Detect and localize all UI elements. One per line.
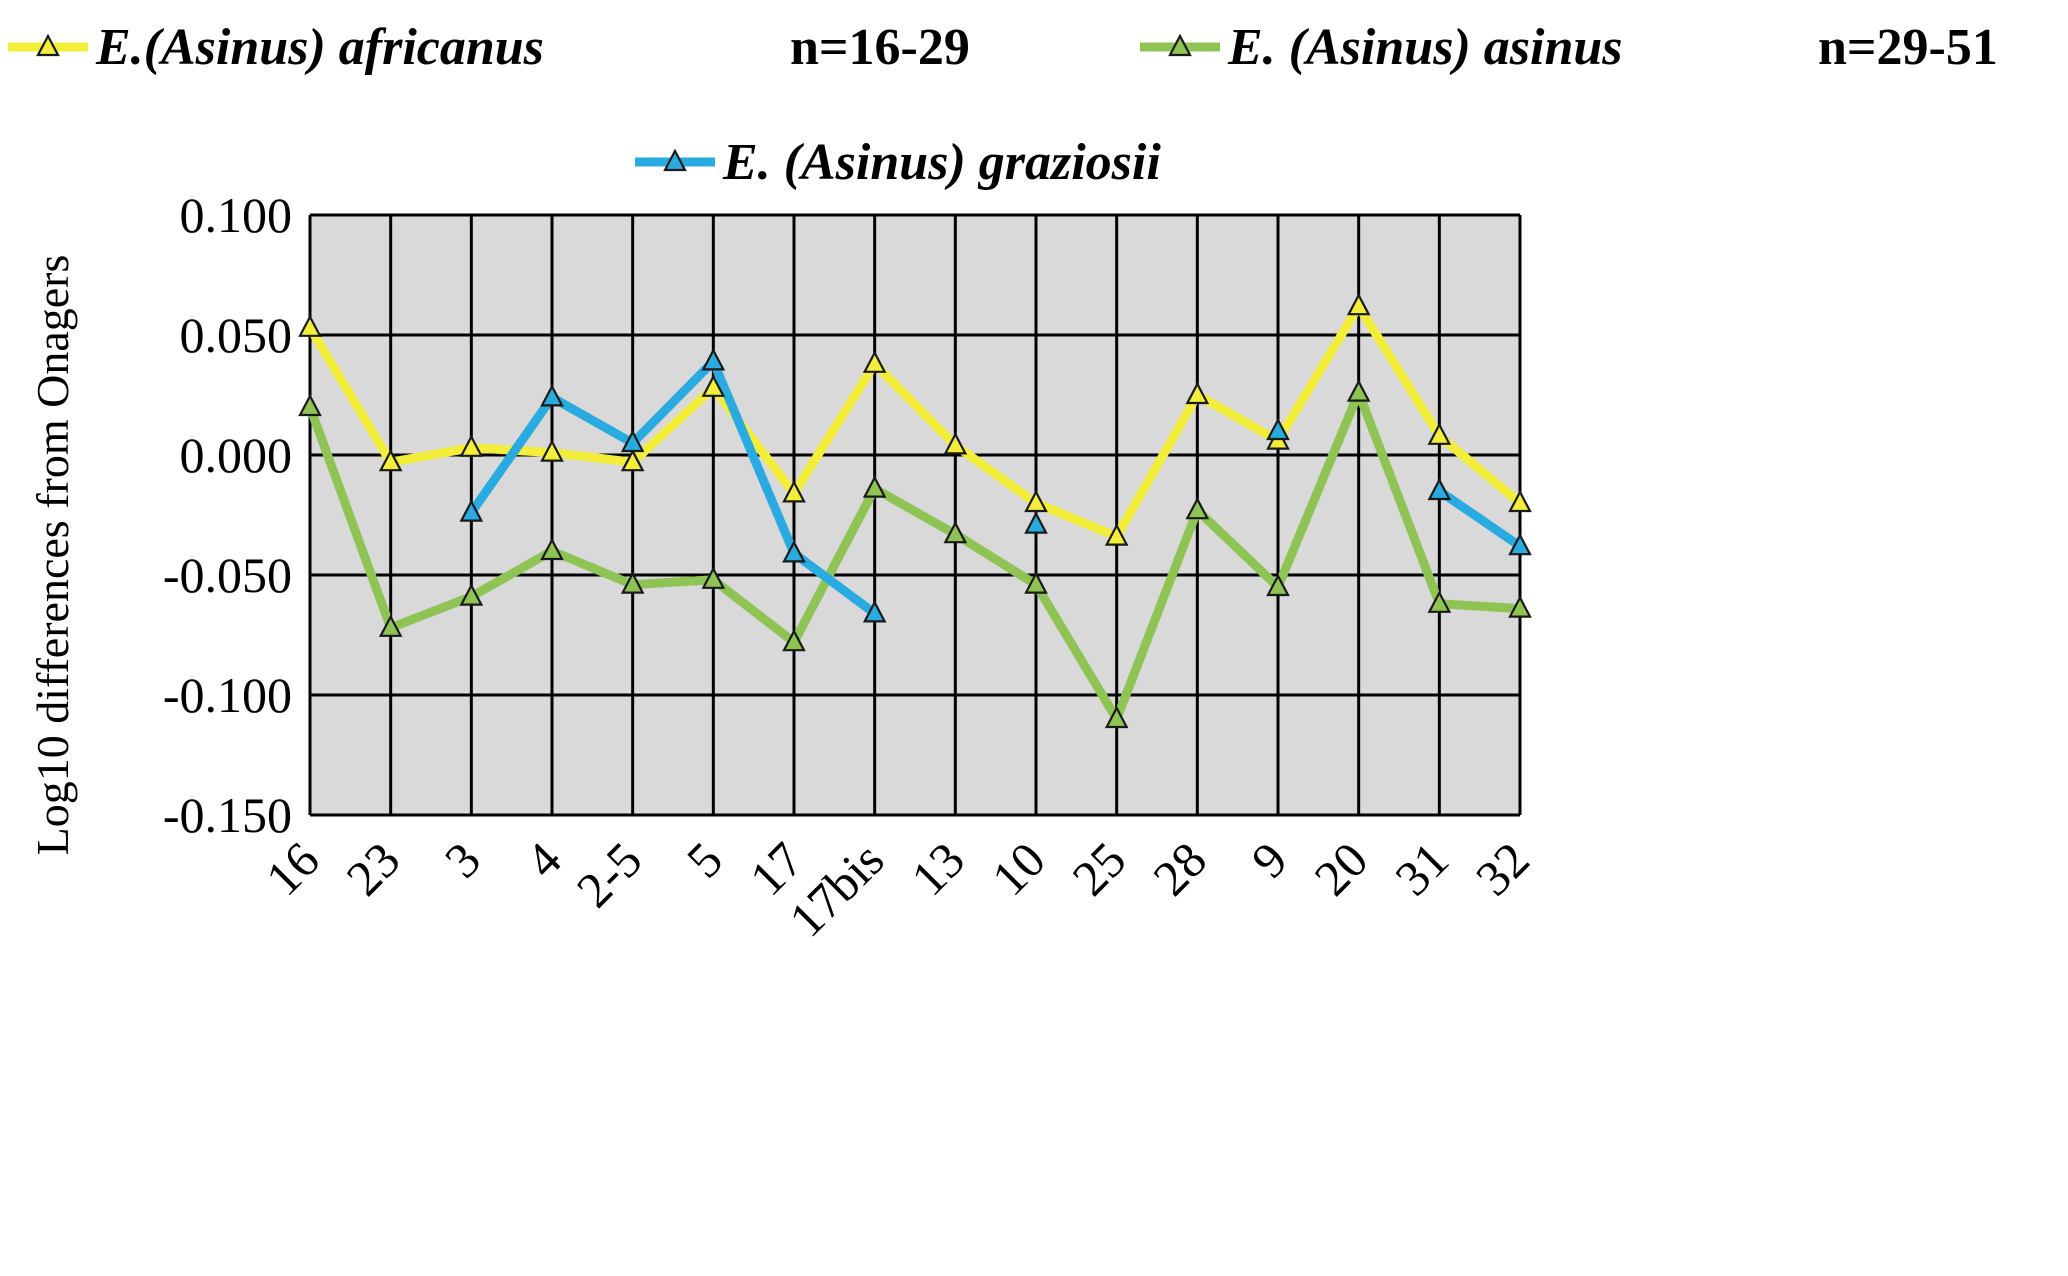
y-tick-label: 0.000 bbox=[180, 427, 293, 483]
x-tick-label: 28 bbox=[1142, 831, 1217, 906]
series-line bbox=[466, 356, 880, 618]
y-tick-label: -0.150 bbox=[163, 787, 292, 843]
data-point bbox=[1024, 571, 1048, 594]
data-point bbox=[540, 537, 564, 561]
data-point bbox=[943, 432, 968, 455]
data-point bbox=[1185, 381, 1210, 405]
legend-label: E. (Asinus) asinus bbox=[1227, 19, 1623, 76]
x-tick-label: 31 bbox=[1384, 831, 1459, 906]
data-point bbox=[1024, 511, 1048, 534]
data-point bbox=[378, 448, 403, 472]
x-tick-label: 13 bbox=[900, 831, 975, 906]
x-tick-label: 4 bbox=[515, 831, 572, 888]
legend: E.(Asinus) africanus n=16-29 E. (Asinus) a… bbox=[8, 19, 1998, 191]
x-tick-label: 10 bbox=[981, 831, 1056, 906]
legend-swatch-marker bbox=[1168, 33, 1192, 57]
data-point bbox=[1266, 573, 1290, 597]
data-point bbox=[1104, 523, 1129, 546]
data-point bbox=[862, 600, 887, 623]
legend-label: E. (Asinus) graziosii bbox=[722, 134, 1161, 191]
data-point bbox=[782, 628, 806, 652]
legend-item: E. (Asinus) graziosii bbox=[635, 134, 1161, 191]
x-tick-label: 9 bbox=[1241, 831, 1298, 888]
data-point bbox=[540, 439, 564, 462]
data-point bbox=[620, 429, 645, 453]
x-tick-label: 5 bbox=[676, 831, 733, 888]
legend-n-label: n=29-51 bbox=[1818, 19, 1998, 76]
x-tick-label: 3 bbox=[434, 831, 491, 888]
legend-swatch-marker bbox=[663, 148, 687, 172]
data-point bbox=[620, 571, 645, 594]
data-point bbox=[1508, 595, 1532, 618]
data-point bbox=[1508, 489, 1532, 513]
data-point bbox=[701, 348, 726, 371]
data-point bbox=[1346, 292, 1371, 316]
y-axis-title: Log10 differences from Onagers bbox=[27, 255, 78, 856]
x-tick-label: 20 bbox=[1303, 831, 1378, 906]
data-point bbox=[459, 499, 484, 522]
data-point bbox=[782, 540, 806, 563]
data-point bbox=[298, 314, 322, 337]
data-point bbox=[1104, 705, 1129, 729]
legend-n-label: n=16-29 bbox=[790, 19, 970, 76]
data-point bbox=[1427, 477, 1452, 501]
data-point bbox=[1508, 532, 1532, 556]
legend-item: E.(Asinus) africanus bbox=[8, 19, 544, 76]
data-point bbox=[1427, 422, 1452, 445]
data-point bbox=[298, 393, 322, 417]
series-line bbox=[305, 388, 1525, 724]
data-point bbox=[1346, 379, 1371, 402]
data-point bbox=[1266, 417, 1290, 441]
series-line bbox=[1434, 486, 1525, 551]
x-tick-label: 2-5 bbox=[566, 831, 653, 918]
data-point bbox=[459, 583, 484, 606]
y-tick-label: -0.050 bbox=[163, 547, 292, 603]
data-point bbox=[1024, 489, 1048, 513]
data-point bbox=[782, 480, 806, 503]
x-tick-label: 17bis bbox=[778, 831, 894, 947]
data-point bbox=[1427, 590, 1452, 613]
data-point bbox=[943, 520, 968, 544]
legend-label: E.(Asinus) africanus bbox=[95, 19, 544, 76]
data-point bbox=[459, 434, 484, 457]
data-point bbox=[701, 374, 726, 397]
y-axis-ticks: 0.100 0.050 0.000 -0.050 -0.100 -0.150 bbox=[163, 187, 292, 843]
legend-item: E. (Asinus) asinus bbox=[1140, 19, 1623, 76]
data-point bbox=[862, 350, 887, 373]
data-point bbox=[701, 566, 726, 589]
data-point bbox=[378, 614, 403, 637]
legend-swatch-marker bbox=[36, 33, 60, 57]
data-point bbox=[540, 384, 564, 407]
data-point bbox=[862, 475, 887, 498]
y-tick-label: -0.100 bbox=[163, 667, 292, 723]
series-lines bbox=[305, 301, 1525, 724]
x-tick-label: 32 bbox=[1465, 831, 1540, 906]
y-tick-label: 0.100 bbox=[180, 187, 293, 243]
series-markers bbox=[298, 292, 1532, 729]
x-tick-label: 25 bbox=[1061, 831, 1136, 906]
data-point bbox=[1185, 496, 1210, 520]
y-tick-label: 0.050 bbox=[180, 307, 293, 363]
data-point bbox=[620, 448, 645, 472]
x-tick-label: 23 bbox=[335, 831, 410, 906]
